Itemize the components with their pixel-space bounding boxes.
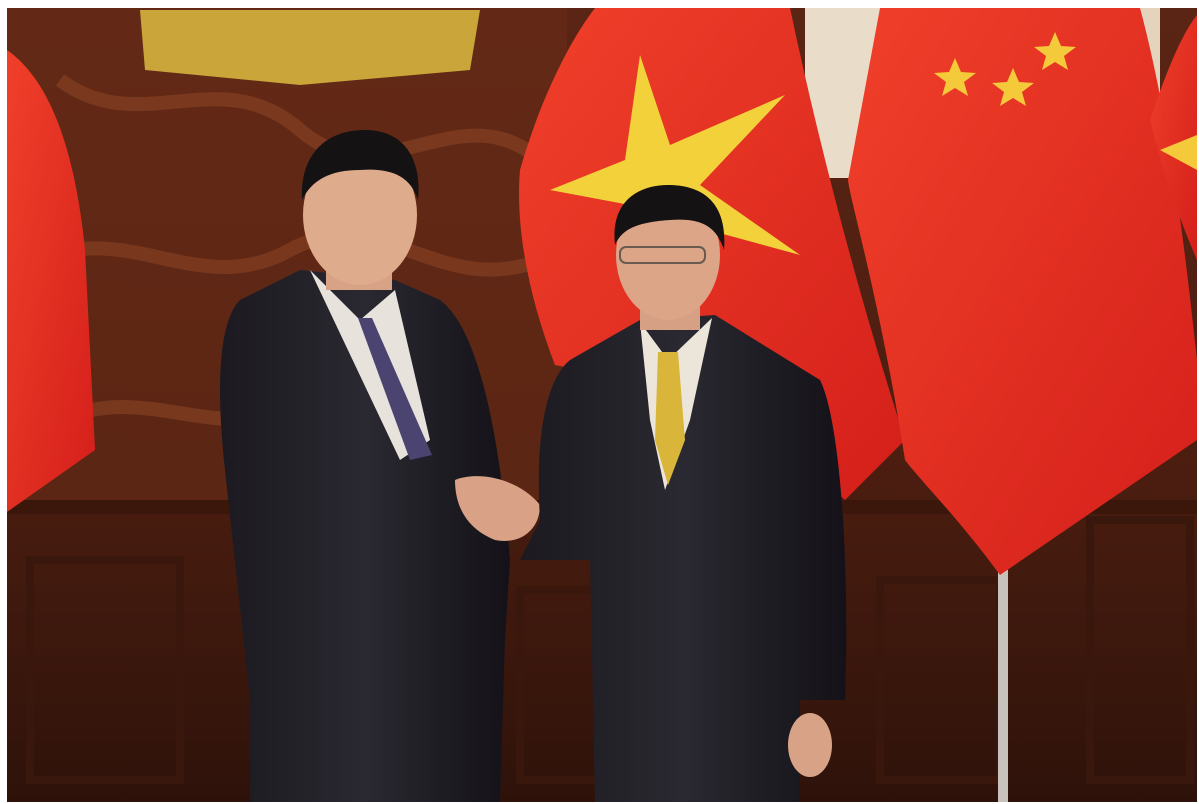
- suit: [220, 270, 510, 802]
- flag-star: [550, 55, 800, 290]
- glasses: [619, 246, 706, 264]
- flag-vietnam-left: [7, 50, 95, 512]
- wood-panel: [1086, 516, 1194, 784]
- face: [303, 145, 417, 285]
- photo-content: [7, 8, 1197, 802]
- wood-panel: [26, 556, 184, 784]
- hair: [301, 130, 419, 200]
- suit: [520, 315, 847, 802]
- gilded-ornament: [140, 10, 480, 85]
- flag-star: [992, 68, 1034, 106]
- flag-star: [1160, 135, 1197, 170]
- tie: [655, 352, 685, 485]
- flag-china-right: [1150, 15, 1197, 260]
- flag-star: [1034, 32, 1076, 70]
- person-left: [220, 130, 540, 802]
- hand: [788, 713, 832, 777]
- tie: [358, 318, 432, 460]
- person-right: [520, 185, 847, 802]
- flag-pole: [998, 570, 1008, 802]
- flag-china: [848, 8, 1197, 575]
- hair: [614, 185, 725, 250]
- flag-star: [934, 58, 976, 96]
- hands: [455, 476, 540, 541]
